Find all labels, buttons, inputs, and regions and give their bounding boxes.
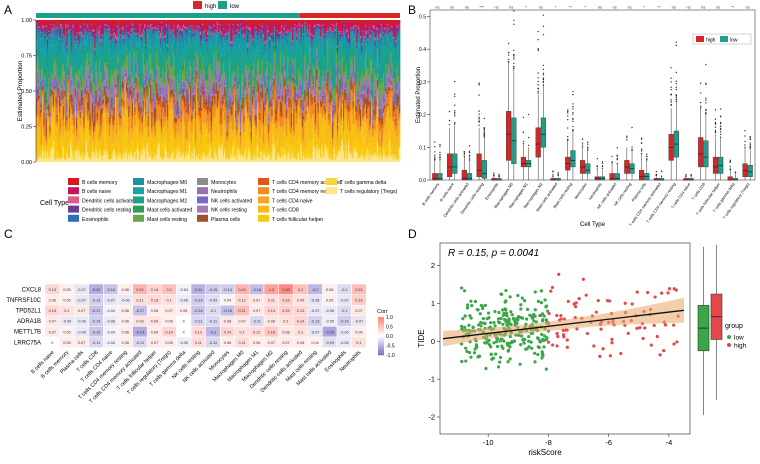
legend-low-label: low — [230, 4, 240, 10]
panel-label-c: C — [4, 227, 13, 241]
panel-label-a: A — [4, 3, 12, 17]
panel-label-d: D — [408, 227, 417, 241]
legend-high-label: high — [205, 4, 216, 10]
legend-high-swatch — [193, 1, 202, 9]
panel-label-b: B — [408, 3, 416, 17]
group-bar-low — [36, 13, 300, 18]
group-bar-high — [300, 13, 400, 18]
legend-low-swatch — [218, 1, 227, 9]
